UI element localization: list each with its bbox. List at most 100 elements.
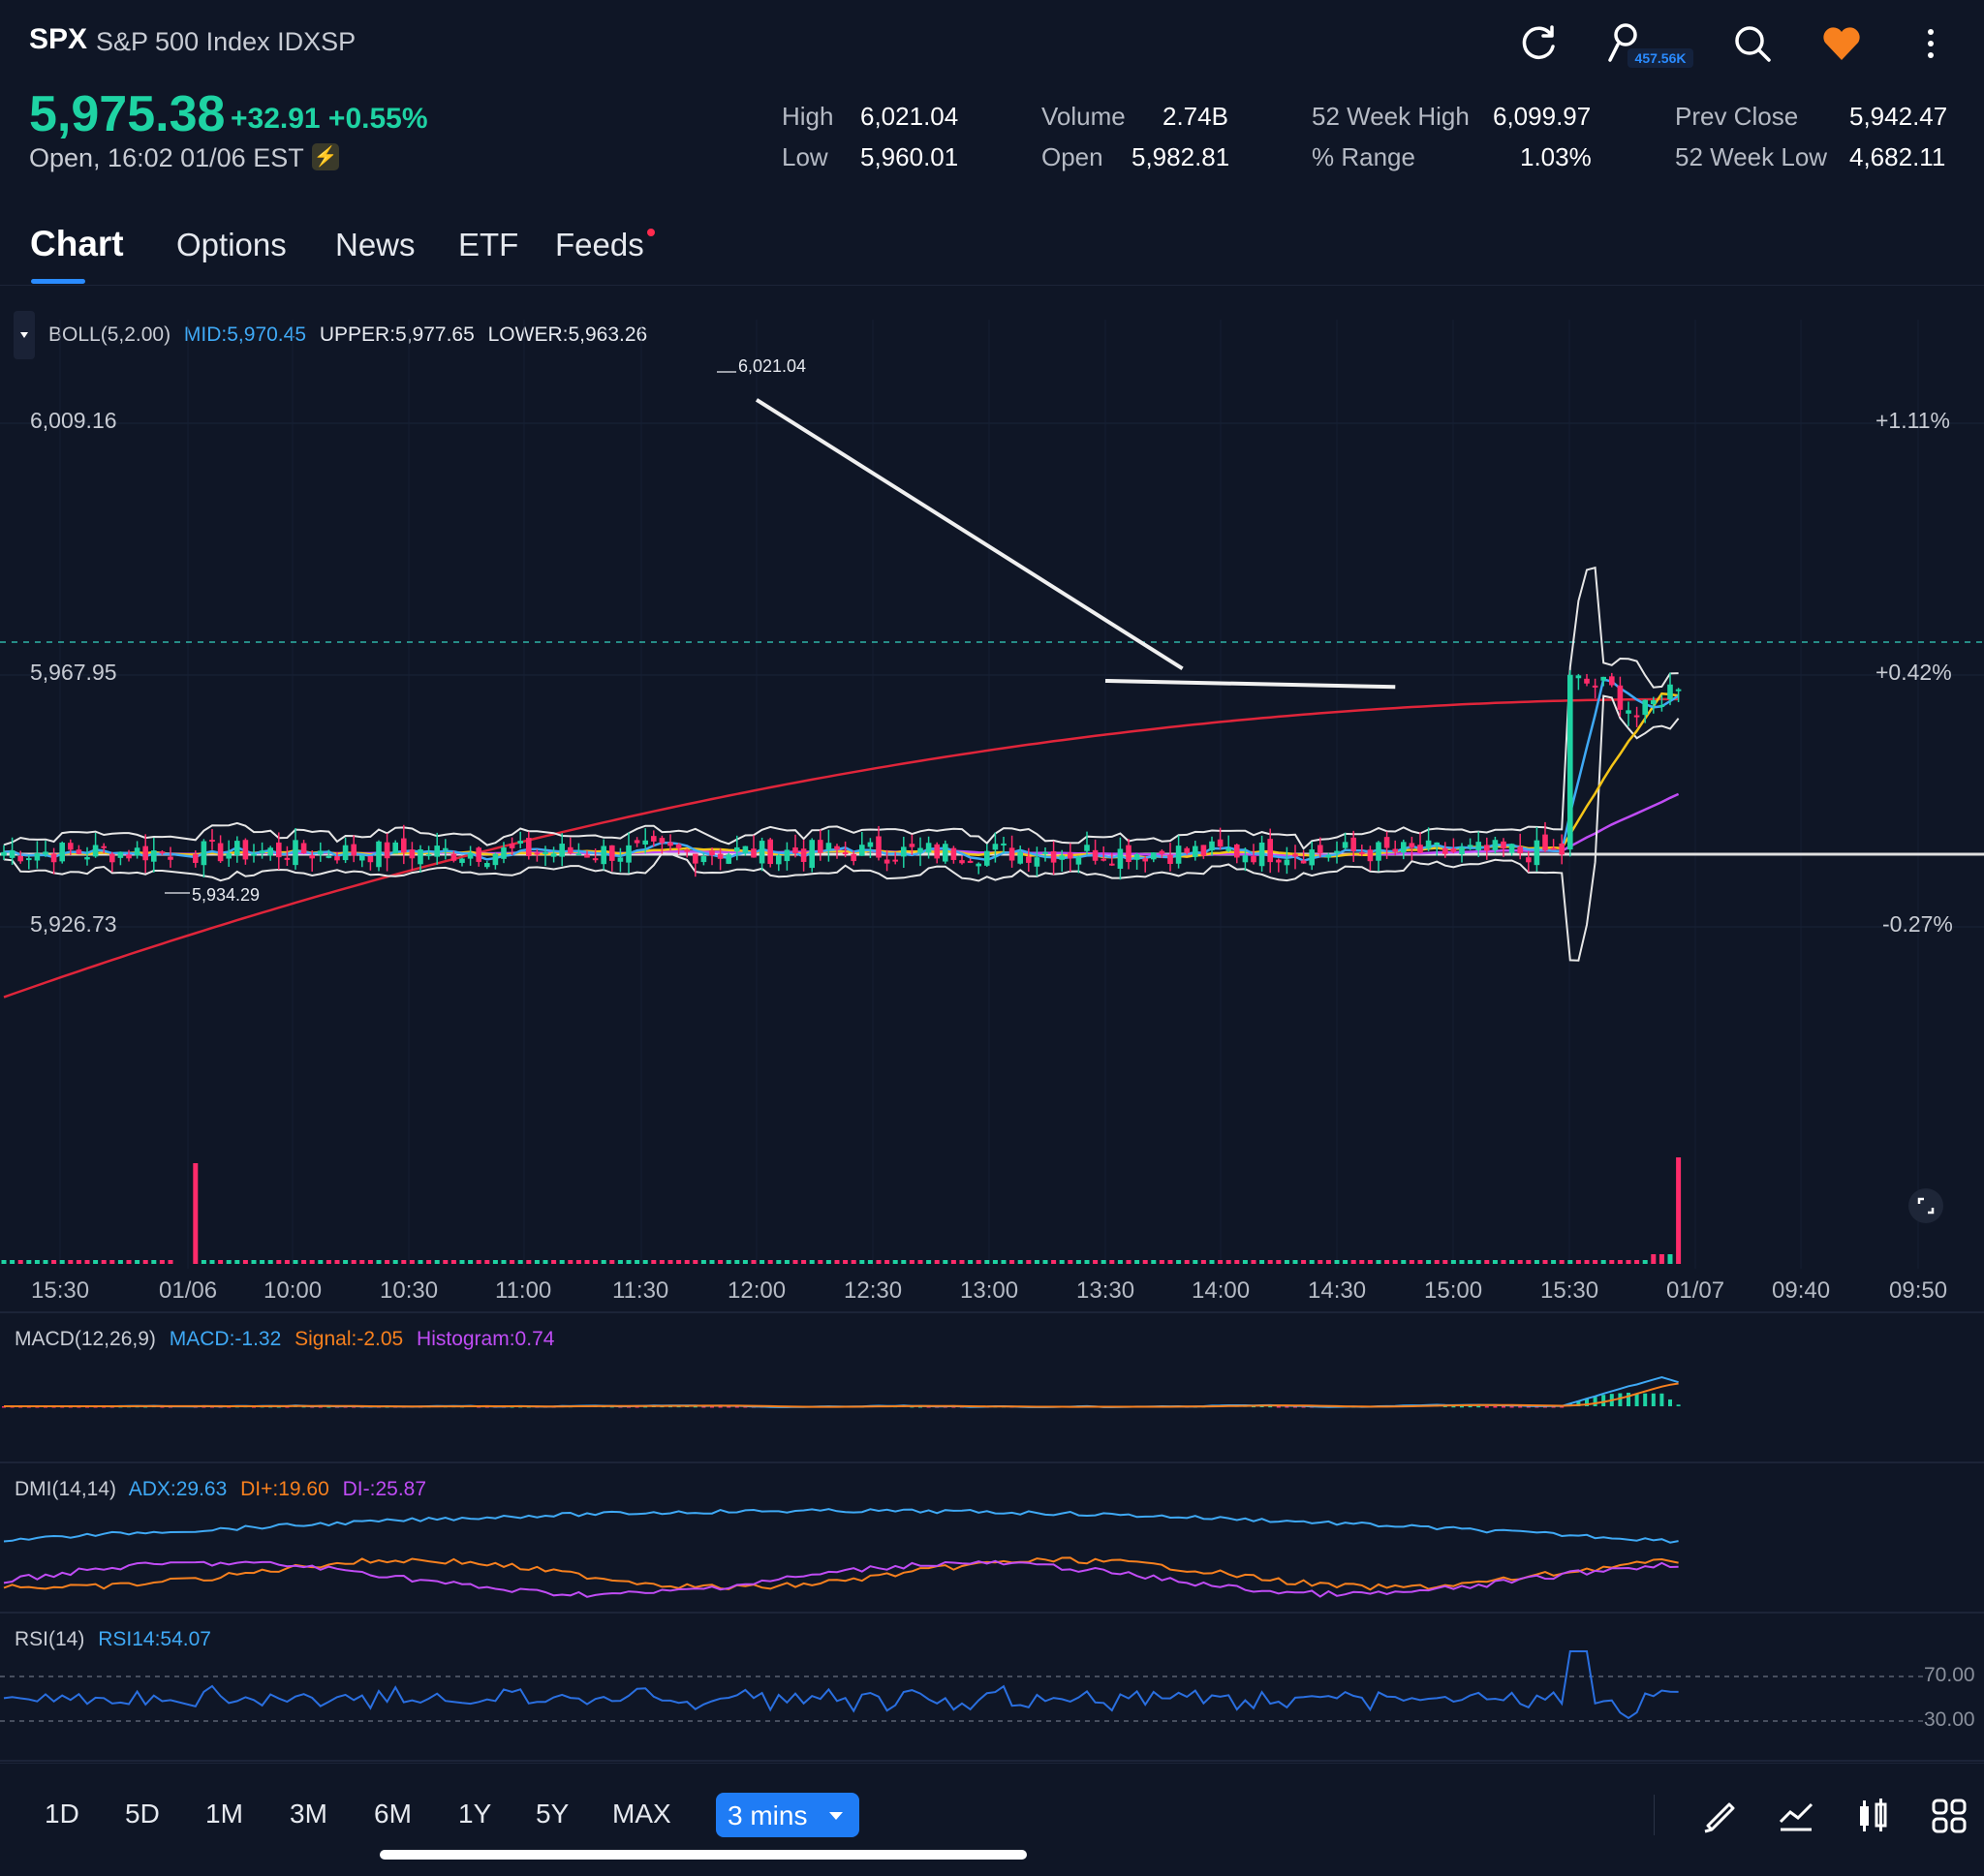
tab-feeds[interactable]: Feeds xyxy=(555,227,644,262)
volume-bar xyxy=(1026,1260,1032,1264)
price-chart[interactable]: 6,021.04 5,934.29 xyxy=(0,291,1984,1782)
candle-body xyxy=(109,853,115,863)
candle-body xyxy=(418,848,423,865)
candle-body xyxy=(1017,851,1023,864)
volume-bar xyxy=(559,1260,565,1264)
range-3m[interactable]: 3M xyxy=(290,1799,327,1829)
candle-type-icon[interactable] xyxy=(1853,1797,1892,1835)
candle-body xyxy=(84,857,90,860)
volume-bar xyxy=(1318,1260,1323,1264)
range-1d[interactable]: 1D xyxy=(45,1799,79,1829)
volume-bar xyxy=(984,1260,990,1264)
candles xyxy=(1,669,1682,880)
candle-body xyxy=(1467,845,1473,847)
volume-bar xyxy=(693,1260,698,1264)
divider xyxy=(1654,1795,1655,1835)
volume-bar xyxy=(1042,1260,1048,1264)
volume-bar xyxy=(801,1260,807,1264)
candle-body xyxy=(959,860,965,864)
rsi-legend[interactable]: RSI(14) RSI14:54.07 xyxy=(15,1628,211,1650)
volume-bar xyxy=(1392,1260,1398,1264)
range-6m[interactable]: 6M xyxy=(374,1799,412,1829)
interval-selector[interactable]: 3 mins xyxy=(716,1793,859,1837)
volume-bar xyxy=(434,1260,440,1264)
draw-icon[interactable] xyxy=(1700,1797,1739,1835)
volume-bar xyxy=(401,1260,407,1264)
macd-bar xyxy=(718,1406,723,1408)
volume-bar xyxy=(1442,1260,1448,1264)
trendline-2 xyxy=(1104,678,1396,690)
candle-body xyxy=(592,858,599,861)
range-1y[interactable]: 1Y xyxy=(458,1799,492,1829)
range-5y[interactable]: 5Y xyxy=(536,1799,570,1829)
volume-bar xyxy=(784,1260,790,1264)
tab-etf[interactable]: ETF xyxy=(458,227,519,262)
candle-body xyxy=(851,853,856,862)
home-indicator xyxy=(380,1850,1027,1860)
volume-bar xyxy=(1475,1260,1481,1264)
volume-bar xyxy=(1376,1260,1381,1264)
candle-body xyxy=(9,850,16,858)
dmi-legend[interactable]: DMI(14,14) ADX:29.63 DI+:19.60 DI-:25.87 xyxy=(15,1478,427,1500)
time-label: 09:50 xyxy=(1889,1277,1948,1304)
candle-body xyxy=(575,853,582,856)
volume-bar xyxy=(126,1260,132,1264)
watchers-icon[interactable] xyxy=(1604,21,1649,66)
range-1m[interactable]: 1M xyxy=(205,1799,243,1829)
volume-bar xyxy=(976,1260,981,1264)
volume-bar xyxy=(59,1260,65,1264)
volume-bar xyxy=(818,1260,823,1264)
candle-body xyxy=(242,840,249,860)
boll-legend[interactable]: BOLL(5,2.00) MID:5,970.45 UPPER:5,977.65… xyxy=(48,323,648,346)
volume-bar xyxy=(1343,1260,1348,1264)
volume-bar xyxy=(359,1260,365,1264)
volume-bar xyxy=(450,1260,456,1264)
candle-body xyxy=(1075,856,1082,865)
layout-grid-icon[interactable] xyxy=(1930,1797,1968,1835)
candle-body xyxy=(1401,842,1407,853)
candle-body xyxy=(1300,860,1307,864)
indicator-dropdown[interactable] xyxy=(14,311,35,359)
lightning-icon[interactable]: ⚡ xyxy=(312,143,339,170)
range-5d[interactable]: 5D xyxy=(125,1799,160,1829)
candle-body xyxy=(601,846,606,865)
candle-body xyxy=(842,851,849,854)
candle-body xyxy=(1392,848,1398,852)
macd-bar xyxy=(701,1406,706,1408)
macd-legend[interactable]: MACD(12,26,9) MACD:-1.32 Signal:-2.05 Hi… xyxy=(15,1328,555,1350)
volume-bar xyxy=(1350,1260,1356,1264)
heart-icon[interactable] xyxy=(1819,21,1864,66)
macd-bar xyxy=(693,1405,698,1408)
candle-body xyxy=(501,847,507,859)
tab-chart[interactable]: Chart xyxy=(30,224,124,263)
refresh-icon[interactable] xyxy=(1516,21,1561,66)
volume-bar xyxy=(792,1260,798,1264)
caret-down-icon xyxy=(829,1812,843,1820)
candle-body xyxy=(68,843,74,850)
volume-bar xyxy=(751,1260,757,1264)
volume-bar xyxy=(1301,1260,1307,1264)
pct-label-bottom: -0.27% xyxy=(1882,911,1953,937)
tab-news[interactable]: News xyxy=(335,227,416,262)
candle-body xyxy=(1534,840,1540,866)
candle-body xyxy=(684,849,690,852)
stat-prev-close: Prev Close 5,942.47 xyxy=(1675,102,1948,131)
low-annotation: 5,934.29 xyxy=(192,885,260,905)
search-icon[interactable] xyxy=(1730,21,1775,66)
candle-body xyxy=(1042,851,1048,854)
candle-body xyxy=(309,854,315,859)
time-label: 01/07 xyxy=(1666,1277,1725,1304)
time-label: 14:00 xyxy=(1192,1277,1251,1304)
volume-bar xyxy=(760,1260,765,1264)
volume-bar xyxy=(1093,1260,1099,1264)
indicators-icon[interactable] xyxy=(1777,1797,1815,1835)
more-icon[interactable] xyxy=(1908,21,1953,66)
tab-options[interactable]: Options xyxy=(176,227,287,262)
candle-body xyxy=(326,855,332,858)
expand-icon[interactable] xyxy=(1907,1187,1944,1224)
volume-bar xyxy=(201,1260,206,1264)
candle-body xyxy=(318,850,324,855)
candle-body xyxy=(917,847,923,853)
range-max[interactable]: MAX xyxy=(612,1799,671,1829)
time-label: 09:40 xyxy=(1772,1277,1831,1304)
